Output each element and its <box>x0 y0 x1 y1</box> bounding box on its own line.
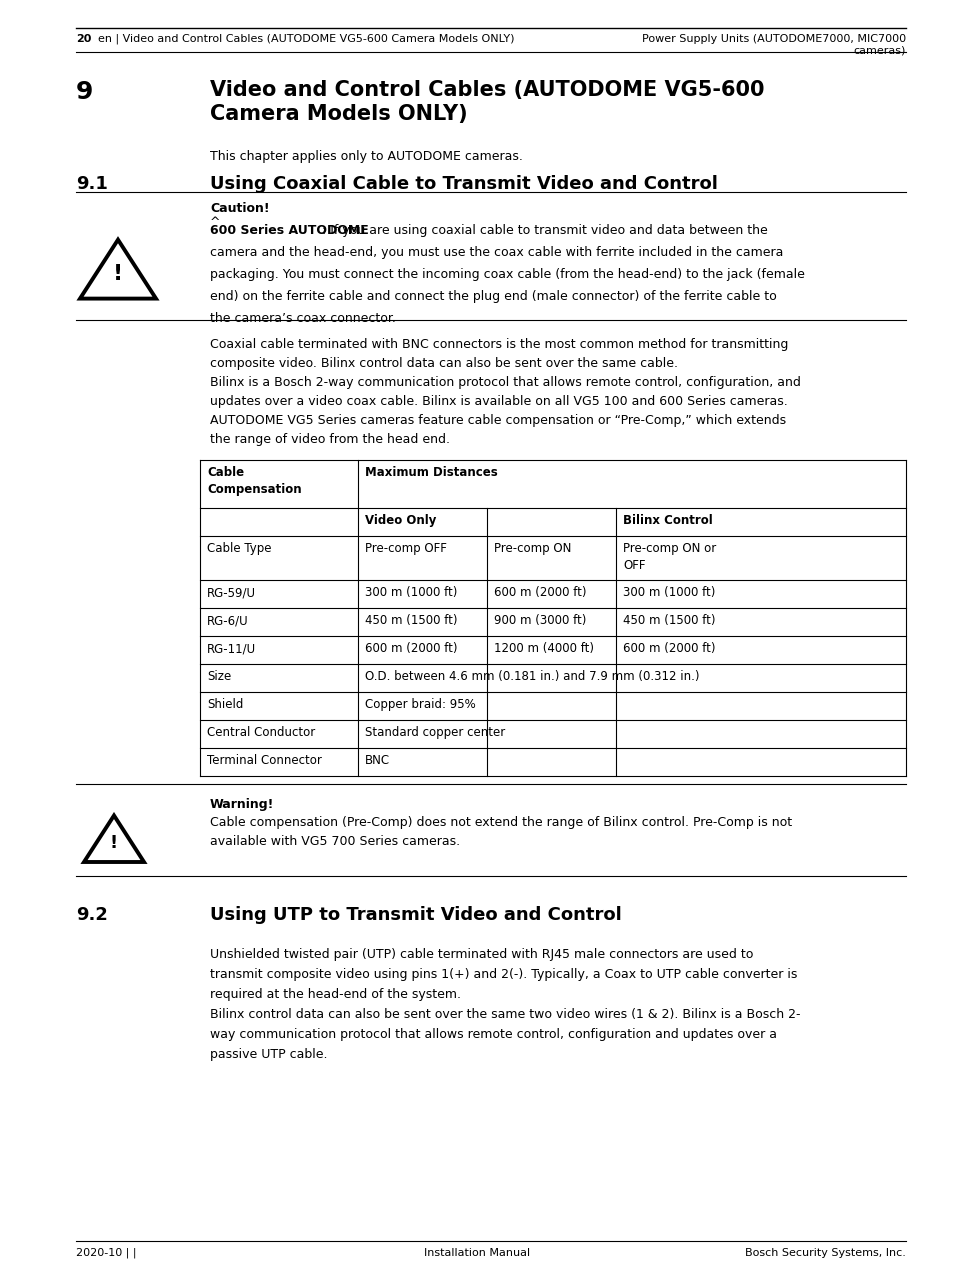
Text: available with VG5 700 Series cameras.: available with VG5 700 Series cameras. <box>210 835 459 848</box>
Text: !: ! <box>110 834 118 852</box>
Text: composite video. Bilinx control data can also be sent over the same cable.: composite video. Bilinx control data can… <box>210 356 678 370</box>
Text: 9: 9 <box>76 80 93 104</box>
Text: O.D. between 4.6 mm (0.181 in.) and 7.9 mm (0.312 in.): O.D. between 4.6 mm (0.181 in.) and 7.9 … <box>365 670 699 684</box>
Text: Coaxial cable terminated with BNC connectors is the most common method for trans: Coaxial cable terminated with BNC connec… <box>210 339 787 351</box>
Text: camera and the head-end, you must use the coax cable with ferrite included in th: camera and the head-end, you must use th… <box>210 246 782 258</box>
Text: Terminal Connector: Terminal Connector <box>207 754 321 768</box>
Text: ^: ^ <box>210 216 220 229</box>
Text: Bilinx is a Bosch 2-way communication protocol that allows remote control, confi: Bilinx is a Bosch 2-way communication pr… <box>210 376 800 390</box>
Text: Pre-comp ON: Pre-comp ON <box>494 542 571 555</box>
Text: transmit composite video using pins 1(+) and 2(-). Typically, a Coax to UTP cabl: transmit composite video using pins 1(+)… <box>210 967 797 981</box>
Text: 300 m (1000 ft): 300 m (1000 ft) <box>365 586 456 600</box>
Text: updates over a video coax cable. Bilinx is available on all VG5 100 and 600 Seri: updates over a video coax cable. Bilinx … <box>210 395 787 409</box>
Text: 600 m (2000 ft): 600 m (2000 ft) <box>494 586 586 600</box>
Text: 900 m (3000 ft): 900 m (3000 ft) <box>494 614 586 628</box>
Text: Caution!: Caution! <box>210 202 270 215</box>
Text: 600 m (2000 ft): 600 m (2000 ft) <box>622 642 715 656</box>
Text: BNC: BNC <box>365 754 390 768</box>
Text: the range of video from the head end.: the range of video from the head end. <box>210 433 450 446</box>
Text: 300 m (1000 ft): 300 m (1000 ft) <box>622 586 715 600</box>
Text: packaging. You must connect the incoming coax cable (from the head-end) to the j: packaging. You must connect the incoming… <box>210 269 804 281</box>
Text: 600 m (2000 ft): 600 m (2000 ft) <box>365 642 457 656</box>
Text: Warning!: Warning! <box>210 798 274 811</box>
Text: Pre-comp OFF: Pre-comp OFF <box>365 542 446 555</box>
Text: RG-59/U: RG-59/U <box>207 586 255 600</box>
Text: 9.2: 9.2 <box>76 906 108 924</box>
Text: Bilinx control data can also be sent over the same two video wires (1 & 2). Bili: Bilinx control data can also be sent ove… <box>210 1008 800 1021</box>
Text: Using UTP to Transmit Video and Control: Using UTP to Transmit Video and Control <box>210 906 621 924</box>
Text: way communication protocol that allows remote control, configuration and updates: way communication protocol that allows r… <box>210 1029 776 1041</box>
Text: end) on the ferrite cable and connect the plug end (male connector) of the ferri: end) on the ferrite cable and connect th… <box>210 290 776 303</box>
Text: Video Only: Video Only <box>365 514 436 527</box>
Text: Using Coaxial Cable to Transmit Video and Control: Using Coaxial Cable to Transmit Video an… <box>210 174 717 193</box>
Text: This chapter applies only to AUTODOME cameras.: This chapter applies only to AUTODOME ca… <box>210 150 522 163</box>
Text: Bosch Security Systems, Inc.: Bosch Security Systems, Inc. <box>744 1248 905 1258</box>
Text: 450 m (1500 ft): 450 m (1500 ft) <box>365 614 457 628</box>
Text: Maximum Distances: Maximum Distances <box>365 466 497 479</box>
Text: Pre-comp ON or
OFF: Pre-comp ON or OFF <box>622 542 716 572</box>
Text: RG-6/U: RG-6/U <box>207 614 249 628</box>
Text: Cable compensation (Pre-Comp) does not extend the range of Bilinx control. Pre-C: Cable compensation (Pre-Comp) does not e… <box>210 816 791 829</box>
Text: required at the head-end of the system.: required at the head-end of the system. <box>210 988 460 1001</box>
Text: 600 Series AUTODOME: 600 Series AUTODOME <box>210 224 369 237</box>
Text: Video and Control Cables (AUTODOME VG5-600
Camera Models ONLY): Video and Control Cables (AUTODOME VG5-6… <box>210 80 763 123</box>
Text: Unshielded twisted pair (UTP) cable terminated with RJ45 male connectors are use: Unshielded twisted pair (UTP) cable term… <box>210 948 753 961</box>
Text: AUTODOME VG5 Series cameras feature cable compensation or “Pre-Comp,” which exte: AUTODOME VG5 Series cameras feature cabl… <box>210 414 785 426</box>
Text: Size: Size <box>207 670 231 684</box>
Text: passive UTP cable.: passive UTP cable. <box>210 1048 327 1060</box>
Text: en | Video and Control Cables (AUTODOME VG5-600 Camera Models ONLY): en | Video and Control Cables (AUTODOME … <box>98 34 514 45</box>
Text: 2020-10 | |: 2020-10 | | <box>76 1248 136 1259</box>
Text: 1200 m (4000 ft): 1200 m (4000 ft) <box>494 642 594 656</box>
Text: Installation Manual: Installation Manual <box>423 1248 530 1258</box>
Text: Power Supply Units (AUTODOME7000, MIC7000
cameras): Power Supply Units (AUTODOME7000, MIC700… <box>641 34 905 56</box>
Text: Cable
Compensation: Cable Compensation <box>207 466 301 496</box>
Text: RG-11/U: RG-11/U <box>207 642 255 656</box>
Text: the camera’s coax connector.: the camera’s coax connector. <box>210 312 395 325</box>
Text: Shield: Shield <box>207 698 243 712</box>
Text: !: ! <box>112 264 123 284</box>
Text: 9.1: 9.1 <box>76 174 108 193</box>
Text: Central Conductor: Central Conductor <box>207 726 314 740</box>
Text: Copper braid: 95%: Copper braid: 95% <box>365 698 476 712</box>
Text: Standard copper center: Standard copper center <box>365 726 505 740</box>
Text: : If you are using coaxial cable to transmit video and data between the: : If you are using coaxial cable to tran… <box>322 224 767 237</box>
Text: 20: 20 <box>76 34 91 45</box>
Text: Bilinx Control: Bilinx Control <box>622 514 712 527</box>
Text: 450 m (1500 ft): 450 m (1500 ft) <box>622 614 715 628</box>
Text: Cable Type: Cable Type <box>207 542 272 555</box>
